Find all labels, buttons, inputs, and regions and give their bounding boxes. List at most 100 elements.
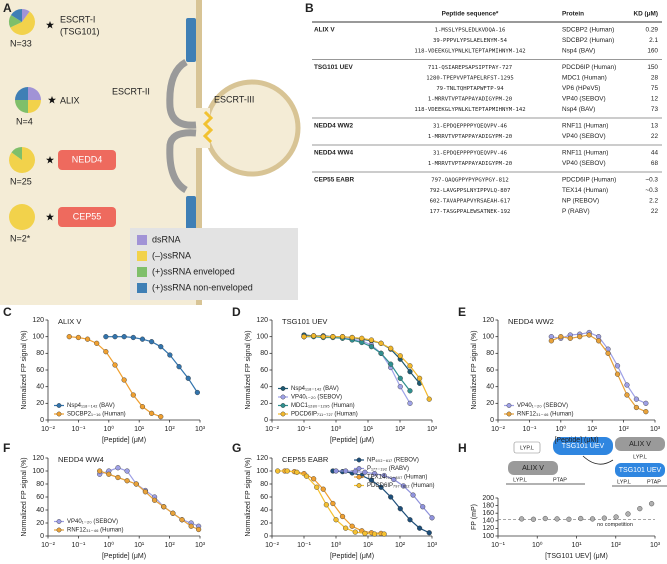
data-point <box>649 501 655 507</box>
chart: 0 20 40 60 80 100 120 10⁻² 10⁻¹ 10⁰ 10¹ 10² 10³ [Pept… <box>245 317 438 444</box>
legend-marker <box>56 527 62 533</box>
x-tick-label: 10² <box>165 426 176 433</box>
legend-label: PDCD6IP₇₁₁₋₇₂₇ (Human) <box>291 412 358 418</box>
data-point <box>586 332 592 338</box>
legend-marker <box>506 403 512 408</box>
data-point <box>196 526 202 533</box>
chart-title: CEP55 EABR <box>282 455 329 464</box>
data-point <box>554 516 560 522</box>
y-tick-label: 100 <box>256 334 268 341</box>
data-point <box>311 476 317 482</box>
data-point <box>371 471 378 477</box>
data-point <box>371 531 378 537</box>
legend-label: PDCD6IP₇₉₇₋₈₁₂ (Human) <box>367 483 435 489</box>
data-point <box>112 334 118 340</box>
group-name: TSG101 UEV <box>314 64 353 71</box>
data-point <box>558 334 564 340</box>
receptor <box>186 196 196 236</box>
sequence: 1-MSSLYPSLEDLKVDQA-16 <box>435 28 506 34</box>
x-tick-label: 10⁻² <box>265 426 279 433</box>
y-tick-label: 100 <box>482 533 494 540</box>
x-tick-label: 10⁰ <box>331 541 342 549</box>
panel-h-schematic: LYP.L TSG101 UEV ALIX V LYP.L PTAP ALIX … <box>506 437 667 487</box>
alix-box <box>615 437 665 451</box>
pie-slice <box>10 11 36 36</box>
pie-slice <box>11 146 22 160</box>
sequence: 1280-TPEPVVPTAPELRFST-1295 <box>426 76 514 82</box>
data-point <box>275 468 281 474</box>
data-point <box>97 468 103 474</box>
membrane <box>196 0 202 305</box>
legend-label: VP40₁₋₂₀ (SEBOV) <box>67 519 118 525</box>
data-point <box>75 334 82 341</box>
y-tick-label: 40 <box>260 507 268 514</box>
pie-slice <box>22 9 30 22</box>
data-point <box>188 523 194 529</box>
data-point <box>124 468 130 474</box>
legend-marker <box>356 457 362 463</box>
data-point <box>378 484 384 490</box>
data-point <box>577 334 583 340</box>
data-point <box>349 334 355 341</box>
y-tick-label: 0 <box>40 533 44 540</box>
x-tick-label: 10¹ <box>587 426 598 433</box>
y-tick-label: 20 <box>260 520 268 527</box>
chart: 0 20 40 60 80 100 120 10⁻² 10⁻¹ 10⁰ 10¹ 10² 10³ [Pept… <box>21 317 206 444</box>
data-point <box>130 334 136 341</box>
legend-marker <box>56 519 62 524</box>
data-point <box>121 377 127 383</box>
label: TSG101 UEV <box>619 467 662 474</box>
y-tick-label: 180 <box>482 502 494 509</box>
x-axis-label: [Peptide] (μM) <box>554 437 598 444</box>
data-point <box>519 516 525 522</box>
data-point <box>66 334 72 340</box>
x-tick-label: 10³ <box>650 426 661 433</box>
sequence: 39-PPPVLYPSLAELENYM-54 <box>433 38 508 44</box>
panel-label: B <box>305 1 314 15</box>
kd: 22 <box>651 133 659 140</box>
data-point <box>303 473 310 479</box>
data-point <box>613 514 619 520</box>
tsg-box <box>553 437 613 455</box>
y-tick-label: 80 <box>36 481 44 488</box>
panel-label: D <box>232 305 241 319</box>
alix-box <box>508 461 558 475</box>
sequence: 31-EPDQEPPPPYQEQVPV-46 <box>433 151 507 157</box>
pie-label: N=4 <box>16 116 33 126</box>
data-point <box>103 349 109 355</box>
panel-label: E <box>458 305 466 319</box>
label: NEDD4 <box>72 154 103 164</box>
data-point <box>633 404 640 411</box>
label: ESCRT-II <box>112 86 150 96</box>
chart-title: NEDD4 WW2 <box>508 317 554 326</box>
label: ALIX <box>60 95 80 105</box>
sequence: 177-TASGPPALEWSATNEK-192 <box>430 209 511 215</box>
x-tick-label: 10¹ <box>571 542 582 549</box>
legend-marker <box>280 386 286 391</box>
protein: RNF11 (Human) <box>562 150 608 157</box>
chart-title: TSG101 UEV <box>282 317 327 326</box>
data-point <box>170 510 176 516</box>
data-point <box>407 400 413 406</box>
protein: Nsp4 (BAV) <box>562 106 595 113</box>
y-tick-label: 40 <box>36 507 44 514</box>
chart-title: ALIX V <box>58 317 81 326</box>
protein: PDCD6IP (Human) <box>562 177 616 184</box>
data-point <box>624 382 630 388</box>
data-point <box>368 344 375 350</box>
legend-label: TEX14₇₉₂₋₈₀₇ (Human) <box>367 475 427 481</box>
x-axis-label: [Peptide] (μM) <box>330 437 374 444</box>
legend-label: SDCBP2₁₋₁₆ (Human) <box>67 412 126 418</box>
y-tick-label: 120 <box>482 317 494 324</box>
legend-marker <box>356 466 362 471</box>
label: (TSG101) <box>60 26 100 36</box>
sequence: 602-TAVAPPAPVYRSAEAH-617 <box>430 199 511 205</box>
y-tick-label: 60 <box>260 494 268 501</box>
data-point <box>596 338 602 344</box>
data-point <box>103 334 109 340</box>
protein: NP (REBOV) <box>562 198 599 205</box>
tsg-box <box>615 463 665 477</box>
sequence: 118-VDEEKGLYPNLKLTEPTAPMIHNYM-142 <box>414 107 525 113</box>
